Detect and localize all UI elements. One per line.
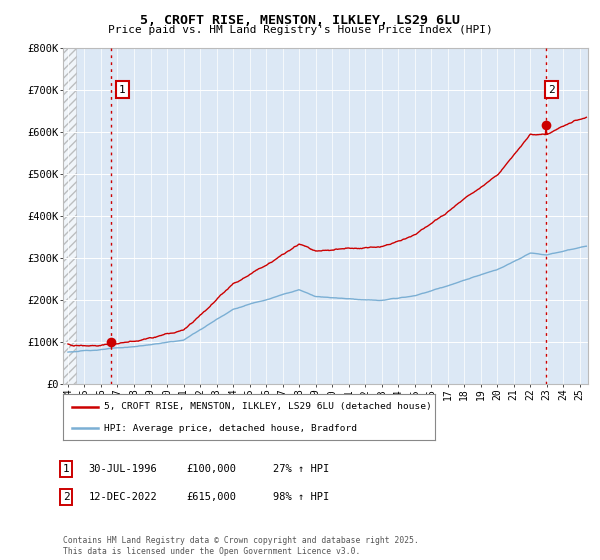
Text: £100,000: £100,000 (186, 464, 236, 474)
Text: 12-DEC-2022: 12-DEC-2022 (89, 492, 158, 502)
Bar (63, 48, 76, 384)
Text: 30-JUL-1996: 30-JUL-1996 (89, 464, 158, 474)
Text: 98% ↑ HPI: 98% ↑ HPI (273, 492, 329, 502)
Text: Contains HM Land Registry data © Crown copyright and database right 2025.
This d: Contains HM Land Registry data © Crown c… (63, 536, 419, 556)
Text: £615,000: £615,000 (186, 492, 236, 502)
Text: 5, CROFT RISE, MENSTON, ILKLEY, LS29 6LU (detached house): 5, CROFT RISE, MENSTON, ILKLEY, LS29 6LU… (104, 402, 431, 411)
Text: Price paid vs. HM Land Registry's House Price Index (HPI): Price paid vs. HM Land Registry's House … (107, 25, 493, 35)
Text: 27% ↑ HPI: 27% ↑ HPI (273, 464, 329, 474)
Text: 2: 2 (62, 492, 70, 502)
Text: 1: 1 (62, 464, 70, 474)
Text: 1: 1 (119, 85, 126, 95)
Text: HPI: Average price, detached house, Bradford: HPI: Average price, detached house, Brad… (104, 423, 357, 433)
Text: 2: 2 (548, 85, 555, 95)
Text: 5, CROFT RISE, MENSTON, ILKLEY, LS29 6LU: 5, CROFT RISE, MENSTON, ILKLEY, LS29 6LU (140, 14, 460, 27)
